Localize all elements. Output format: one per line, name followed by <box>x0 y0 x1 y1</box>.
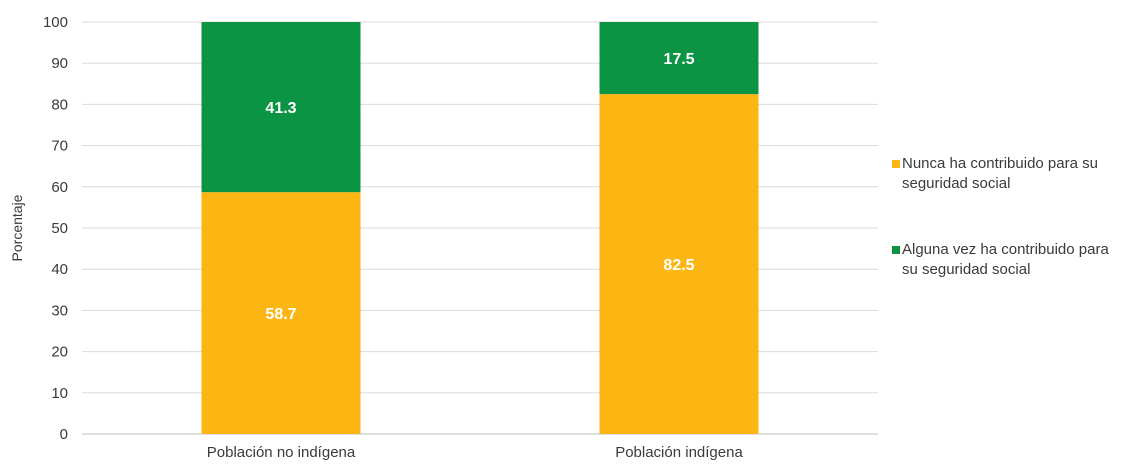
y-tick-label: 60 <box>51 179 68 196</box>
x-category-label: Población indígena <box>615 444 743 461</box>
y-tick-label: 30 <box>51 302 68 319</box>
grid-lines <box>82 22 878 434</box>
legend-item: Nunca ha contribuido para su seguridad s… <box>892 154 1124 194</box>
y-axis-label: Porcentaje <box>9 194 25 261</box>
x-category-label: Población no indígena <box>207 444 356 461</box>
x-category-labels: Población no indígena Población indígena <box>207 444 744 461</box>
legend-label: Alguna vez ha contribuido para su seguri… <box>900 240 1124 280</box>
y-tick-label: 10 <box>51 385 68 402</box>
y-tick-labels: 0 10 20 30 40 50 60 70 80 90 100 <box>43 14 68 443</box>
y-tick-label: 80 <box>51 96 68 113</box>
y-tick-label: 0 <box>60 426 68 443</box>
y-tick-label: 90 <box>51 55 68 72</box>
y-tick-label: 20 <box>51 344 68 361</box>
y-tick-label: 100 <box>43 14 68 31</box>
y-tick-label: 70 <box>51 138 68 155</box>
legend-item: Alguna vez ha contribuido para su seguri… <box>892 240 1124 280</box>
legend-swatch <box>892 160 900 168</box>
data-label: 41.3 <box>265 100 296 117</box>
y-tick-label: 40 <box>51 261 68 278</box>
data-label: 17.5 <box>663 51 694 68</box>
data-label: 58.7 <box>265 306 296 323</box>
legend-swatch <box>892 246 900 254</box>
legend-label: Nunca ha contribuido para su seguridad s… <box>900 154 1124 194</box>
legend: Nunca ha contribuido para su seguridad s… <box>892 154 1124 326</box>
data-label: 82.5 <box>663 257 694 274</box>
y-tick-label: 50 <box>51 220 68 237</box>
